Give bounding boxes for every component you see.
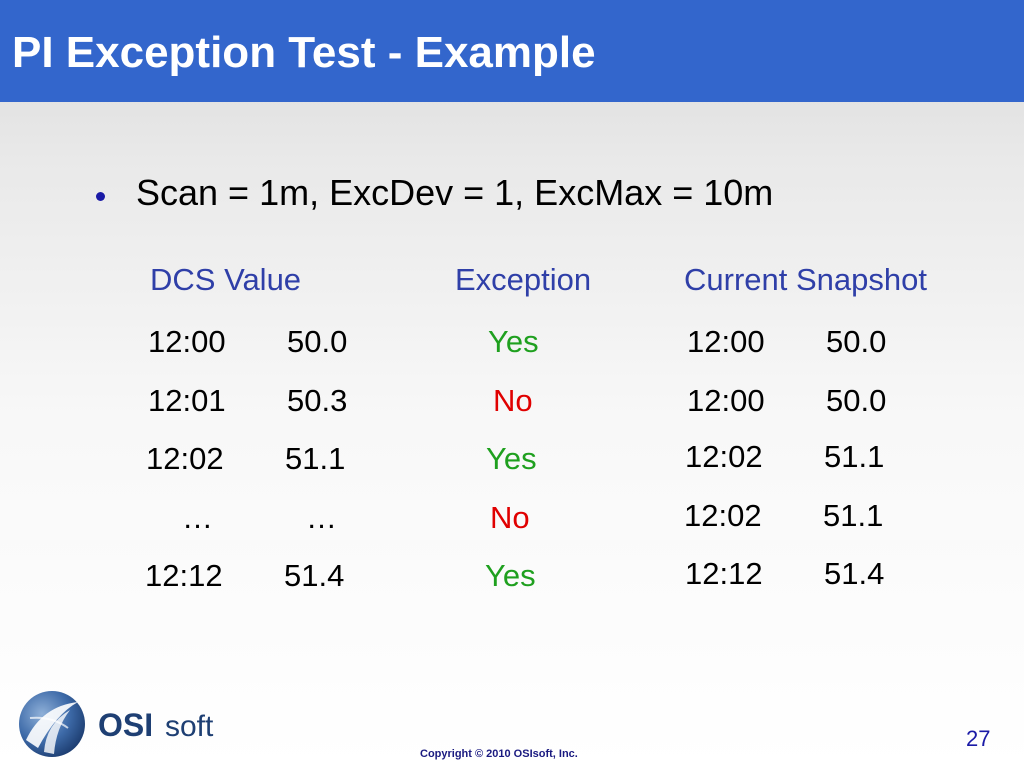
snapshot-value-cell: 50.0 xyxy=(826,383,887,418)
dcs-time-cell: 12:02 xyxy=(146,441,224,476)
bullet-text: Scan = 1m, ExcDev = 1, ExcMax = 10m xyxy=(136,172,774,213)
exception-cell: Yes xyxy=(485,558,536,593)
svg-text:OSI: OSI xyxy=(98,707,153,743)
dcs-time-cell: 12:01 xyxy=(148,383,226,418)
snapshot-value-cell: 50.0 xyxy=(826,324,887,359)
snapshot-value-cell: 51.4 xyxy=(824,556,885,591)
exception-cell: No xyxy=(490,500,530,535)
snapshot-time-cell: 12:00 xyxy=(687,324,765,359)
snapshot-time-cell: 12:02 xyxy=(685,439,763,474)
dcs-value-cell: 51.1 xyxy=(285,441,346,476)
snapshot-time-cell: 12:00 xyxy=(687,383,765,418)
dcs-time-cell: 12:00 xyxy=(148,324,226,359)
exception-cell: Yes xyxy=(488,324,539,359)
page-number: 27 xyxy=(966,726,991,751)
dcs-value-cell: 51.4 xyxy=(284,558,345,593)
dcs-value-cell: … xyxy=(306,500,337,535)
dcs-value-cell: 50.3 xyxy=(287,383,348,418)
slide-title: PI Exception Test - Example xyxy=(12,28,596,77)
exception-cell: No xyxy=(493,383,533,418)
snapshot-value-cell: 51.1 xyxy=(823,498,884,533)
svg-text:soft: soft xyxy=(165,710,214,743)
snapshot-value-cell: 51.1 xyxy=(824,439,885,474)
header-dcs-value: DCS Value xyxy=(150,262,302,297)
dcs-value-cell: 50.0 xyxy=(287,324,348,359)
osisoft-logo: OSI soft xyxy=(19,691,214,757)
snapshot-time-cell: 12:02 xyxy=(684,498,762,533)
title-bar: PI Exception Test - Example xyxy=(0,0,1024,102)
snapshot-time-cell: 12:12 xyxy=(685,556,763,591)
copyright-text: Copyright © 2010 OSIsoft, Inc. xyxy=(420,748,578,760)
exception-cell: Yes xyxy=(486,441,537,476)
bullet-dot-icon xyxy=(96,192,105,201)
dcs-time-cell: 12:12 xyxy=(145,558,223,593)
dcs-time-cell: … xyxy=(182,500,213,535)
header-exception: Exception xyxy=(455,262,592,297)
header-current-snapshot: Current Snapshot xyxy=(684,262,927,297)
